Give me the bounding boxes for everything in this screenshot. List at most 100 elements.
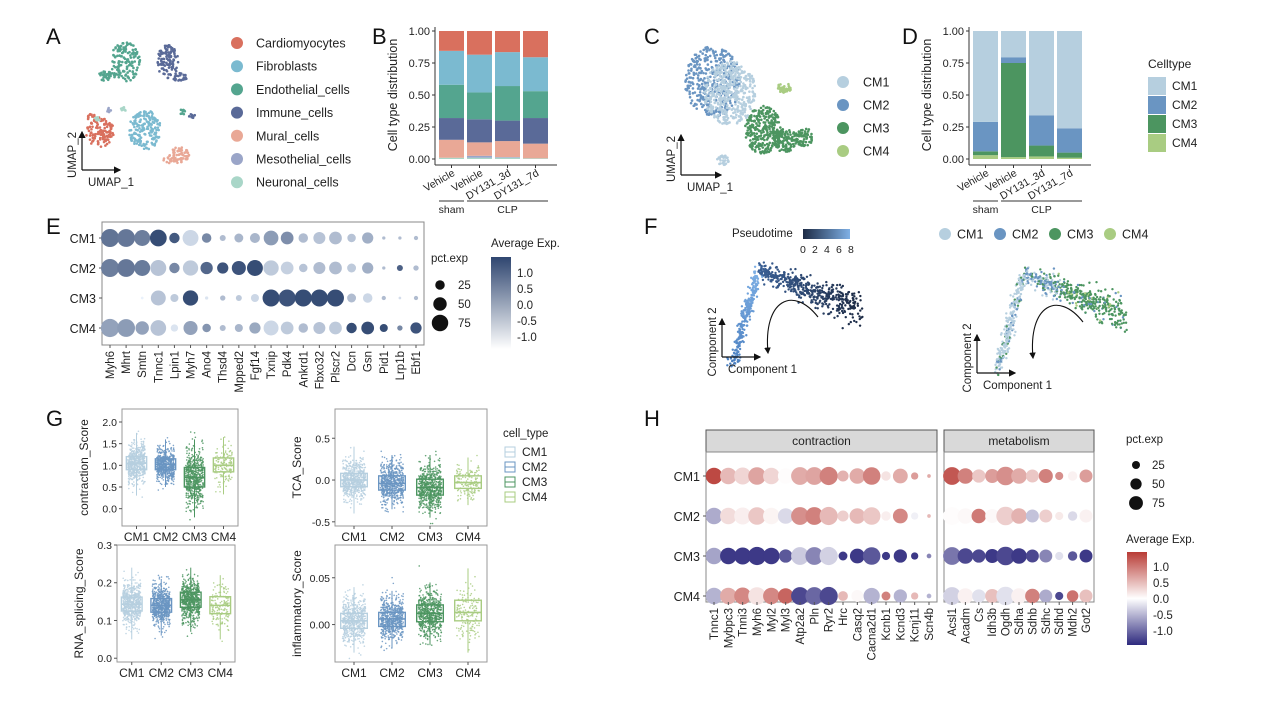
point bbox=[725, 99, 729, 103]
point bbox=[178, 73, 182, 77]
point bbox=[161, 51, 164, 54]
point bbox=[776, 275, 779, 278]
point bbox=[722, 91, 726, 95]
bar-segment bbox=[1057, 152, 1082, 158]
point bbox=[1025, 272, 1029, 275]
point bbox=[128, 470, 130, 473]
point bbox=[708, 54, 712, 58]
point bbox=[729, 60, 732, 63]
point bbox=[744, 85, 747, 89]
panel-a-legend: CardiomyocytesFibroblastsEndothelial_cel… bbox=[231, 37, 351, 190]
point bbox=[741, 89, 744, 92]
point bbox=[1113, 306, 1116, 310]
point bbox=[181, 109, 185, 113]
point bbox=[103, 73, 106, 77]
point bbox=[736, 350, 740, 353]
point bbox=[1045, 273, 1048, 277]
point bbox=[841, 294, 844, 298]
dot bbox=[202, 323, 211, 333]
point bbox=[1086, 300, 1089, 303]
point bbox=[1029, 283, 1033, 287]
point bbox=[1005, 335, 1008, 339]
point bbox=[765, 142, 769, 146]
point bbox=[144, 118, 148, 121]
point bbox=[169, 442, 171, 445]
point bbox=[688, 90, 691, 94]
row-label: CM4 bbox=[70, 322, 96, 336]
point bbox=[856, 304, 860, 307]
point bbox=[139, 472, 142, 475]
point bbox=[134, 458, 136, 461]
point bbox=[723, 118, 726, 121]
legend-swatch bbox=[231, 106, 243, 119]
point bbox=[766, 131, 769, 134]
point bbox=[760, 266, 763, 270]
point bbox=[816, 282, 819, 285]
point bbox=[165, 51, 168, 54]
point bbox=[135, 142, 139, 145]
point bbox=[132, 115, 135, 119]
bar-segment bbox=[439, 118, 464, 140]
bar-segment bbox=[523, 143, 548, 159]
point bbox=[132, 44, 135, 47]
dot bbox=[217, 262, 229, 274]
dot bbox=[263, 320, 279, 336]
bar-segment bbox=[973, 121, 998, 152]
dot bbox=[134, 230, 151, 246]
point bbox=[178, 78, 181, 82]
point bbox=[749, 145, 753, 149]
point bbox=[747, 299, 751, 302]
legend-label: CM2 bbox=[1172, 98, 1198, 112]
point bbox=[141, 496, 144, 498]
point bbox=[784, 150, 788, 153]
point bbox=[174, 69, 178, 73]
point bbox=[1019, 292, 1023, 296]
point bbox=[692, 104, 696, 108]
group-label: CLP bbox=[497, 204, 517, 216]
point bbox=[691, 87, 695, 90]
panel-label-f: F bbox=[644, 214, 658, 239]
point bbox=[712, 52, 716, 55]
point bbox=[849, 320, 852, 324]
point bbox=[166, 436, 169, 439]
bar-segment bbox=[495, 141, 520, 158]
point bbox=[1089, 293, 1093, 296]
point bbox=[724, 53, 728, 57]
point bbox=[137, 471, 140, 474]
dot bbox=[204, 296, 209, 300]
point bbox=[800, 131, 804, 135]
point bbox=[773, 123, 776, 126]
point bbox=[156, 465, 158, 468]
point bbox=[805, 289, 808, 292]
point bbox=[756, 276, 759, 279]
point bbox=[706, 68, 709, 72]
point bbox=[1042, 272, 1046, 275]
point bbox=[137, 63, 141, 66]
point bbox=[855, 297, 858, 300]
y-axis-label: Component 2 bbox=[707, 307, 719, 376]
point bbox=[157, 57, 161, 60]
point bbox=[1098, 312, 1101, 315]
point bbox=[754, 140, 757, 144]
point bbox=[759, 129, 762, 133]
point bbox=[112, 48, 115, 52]
point bbox=[737, 101, 740, 104]
point bbox=[170, 482, 173, 485]
group-label: sham bbox=[439, 204, 465, 216]
point bbox=[1034, 273, 1038, 276]
point bbox=[189, 112, 193, 116]
point bbox=[1012, 328, 1015, 331]
point bbox=[720, 62, 724, 66]
point bbox=[1012, 295, 1015, 298]
point bbox=[757, 269, 761, 272]
point bbox=[1045, 294, 1048, 298]
point bbox=[171, 49, 175, 52]
dot bbox=[200, 261, 213, 275]
dot bbox=[326, 289, 344, 307]
point bbox=[999, 358, 1002, 361]
point bbox=[712, 79, 716, 82]
point bbox=[789, 133, 792, 136]
point bbox=[723, 60, 726, 63]
point bbox=[120, 54, 123, 58]
